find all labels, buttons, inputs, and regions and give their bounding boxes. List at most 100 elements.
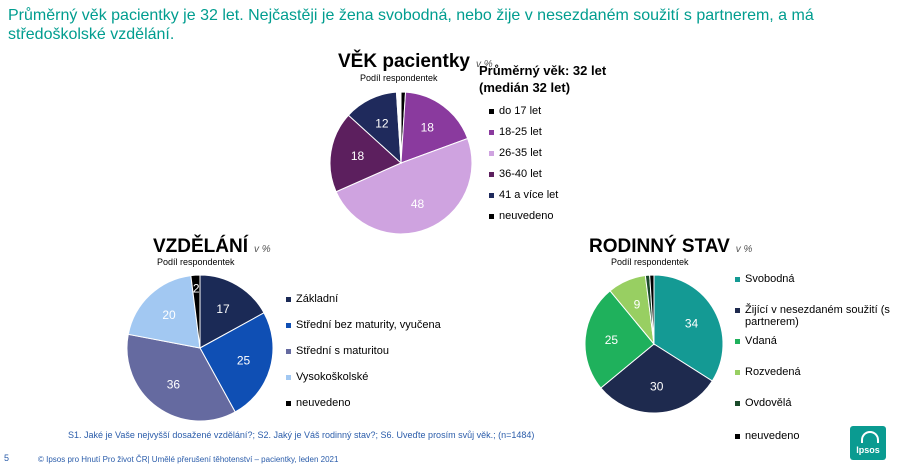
legend-label: 36-40 let	[499, 168, 542, 180]
legend-swatch	[286, 323, 291, 328]
education-slice-4	[127, 275, 201, 349]
marital-slice-6	[649, 274, 655, 345]
marital-unit-note: v %	[735, 244, 753, 255]
legend-label: Střední s maturitou	[296, 345, 389, 357]
legend-swatch	[286, 349, 291, 354]
legend-swatch	[286, 297, 291, 302]
legend-swatch	[489, 151, 494, 156]
age-legend-item: 18-25 let	[489, 126, 542, 138]
age-slice-6	[395, 91, 402, 164]
age-legend-item: neuvedeno	[489, 210, 553, 222]
legend-label: Rozvedená	[745, 366, 801, 378]
legend-label: neuvedeno	[296, 397, 351, 409]
legend-swatch	[489, 109, 494, 114]
education-data-label-5: 2	[193, 281, 200, 295]
legend-swatch	[286, 375, 291, 380]
legend-label: neuvedeno	[745, 430, 800, 442]
legend-label: Ovdovělá	[745, 397, 792, 409]
age-median-label: (medián 32 let)	[479, 80, 571, 95]
legend-label: 26-35 let	[499, 147, 542, 159]
marital-chart-subtitle: Podíl respondentek	[611, 257, 689, 267]
legend-label: Vysokoškolské	[296, 371, 369, 383]
marital-data-label-1: 34	[685, 316, 699, 330]
age-unit-note: v %	[476, 59, 493, 70]
education-slice-2	[199, 312, 274, 413]
age-data-label-4: 18	[351, 149, 365, 163]
education-chart-title: VZDĚLÁNÍ v %	[153, 236, 271, 258]
age-legend-item: 41 a více let	[489, 189, 558, 201]
legend-label: Vdaná	[745, 335, 777, 347]
legend-swatch	[735, 370, 740, 375]
legend-swatch	[489, 172, 494, 177]
legend-label: 41 a více let	[499, 189, 559, 201]
marital-legend-item: neuvedeno	[735, 430, 799, 442]
age-slice-3	[335, 137, 473, 235]
marital-pie-chart: 34 30 25 9	[584, 274, 724, 414]
age-chart-subtitle: Podíl respondentek	[360, 73, 438, 83]
legend-swatch	[735, 277, 740, 282]
marital-slice-2	[600, 343, 713, 414]
headline: Průměrný věk pacientky je 32 let. Nejčas…	[8, 7, 814, 43]
marital-slice-3	[584, 290, 655, 389]
age-chart-title: VĚK pacientky v %	[338, 51, 493, 73]
marital-legend-item: Žijící v nesezdaném soužití (s partnerem…	[735, 304, 900, 328]
marital-legend-item: Vdaná	[735, 335, 777, 347]
logo-text: Ipsos	[856, 445, 880, 455]
education-data-label-2: 25	[237, 354, 251, 368]
education-slice-1	[199, 274, 265, 349]
education-data-label-3: 36	[167, 378, 181, 392]
age-legend-item: 36-40 let	[489, 168, 542, 180]
legend-label: 18-25 let	[499, 126, 542, 138]
age-legend-item: do 17 let	[489, 105, 541, 117]
marital-legend-item: Svobodná	[735, 273, 795, 285]
footer-copyright: © Ipsos pro Hnutí Pro život ČR| Umělé př…	[38, 455, 339, 464]
logo-arc-icon	[861, 431, 879, 443]
ipsos-logo: Ipsos	[850, 426, 886, 460]
source-note: S1. Jaké je Vaše nejvyšší dosažené vzděl…	[68, 430, 535, 440]
legend-label: neuvedeno	[499, 210, 554, 222]
legend-label: Svobodná	[745, 273, 795, 285]
legend-label: do 17 let	[499, 105, 542, 117]
age-data-label-5: 12	[375, 116, 389, 130]
marital-legend-item: Ovdovělá	[735, 397, 791, 409]
page-number: 5	[4, 453, 10, 463]
legend-swatch	[489, 214, 494, 219]
marital-data-label-2: 30	[650, 380, 664, 394]
legend-swatch	[489, 130, 494, 135]
age-statistic: Průměrný věk: 32 let (medián 32 let)	[479, 62, 606, 96]
marital-chart-title: RODINNÝ STAV v %	[589, 236, 752, 258]
legend-swatch	[735, 434, 740, 439]
legend-label: Základní	[296, 293, 339, 305]
legend-swatch	[735, 401, 740, 406]
age-title-text: VĚK pacientky	[338, 51, 470, 72]
education-chart-subtitle: Podíl respondentek	[157, 257, 235, 267]
age-slice-2	[400, 91, 469, 164]
marital-data-label-4: 9	[634, 298, 641, 312]
education-legend-item: Základní	[286, 293, 338, 305]
education-pie-chart: 17 25 36 20 2	[126, 274, 274, 422]
legend-label: Žijící v nesezdaném soužití (s partnerem…	[745, 304, 890, 328]
age-mean-label: Průměrný věk: 32 let	[479, 63, 607, 78]
legend-swatch	[489, 193, 494, 198]
legend-swatch	[286, 401, 291, 406]
education-slice-3	[126, 333, 236, 422]
legend-swatch	[735, 339, 740, 344]
age-legend-item: 26-35 let	[489, 147, 542, 159]
age-data-label-2: 18	[421, 121, 435, 135]
education-legend-item: Střední bez maturity, vyučena	[286, 319, 441, 331]
education-slice-5	[190, 274, 201, 349]
education-unit-note: v %	[254, 244, 271, 255]
education-legend-item: neuvedeno	[286, 397, 350, 409]
education-data-label-4: 20	[162, 308, 176, 322]
education-legend-item: Vysokoškolské	[286, 371, 368, 383]
education-title-text: VZDĚLÁNÍ	[153, 236, 248, 257]
marital-legend-item: Rozvedená	[735, 366, 801, 378]
education-legend-item: Střední s maturitou	[286, 345, 389, 357]
age-pie-chart: 18 48 18 12	[329, 91, 473, 235]
marital-data-label-3: 25	[605, 333, 619, 347]
education-data-label-1: 17	[216, 302, 230, 316]
age-slice-4	[329, 114, 402, 193]
legend-label: Střední bez maturity, vyučena	[296, 319, 441, 331]
legend-swatch	[735, 308, 740, 313]
age-data-label-3: 48	[411, 197, 425, 211]
